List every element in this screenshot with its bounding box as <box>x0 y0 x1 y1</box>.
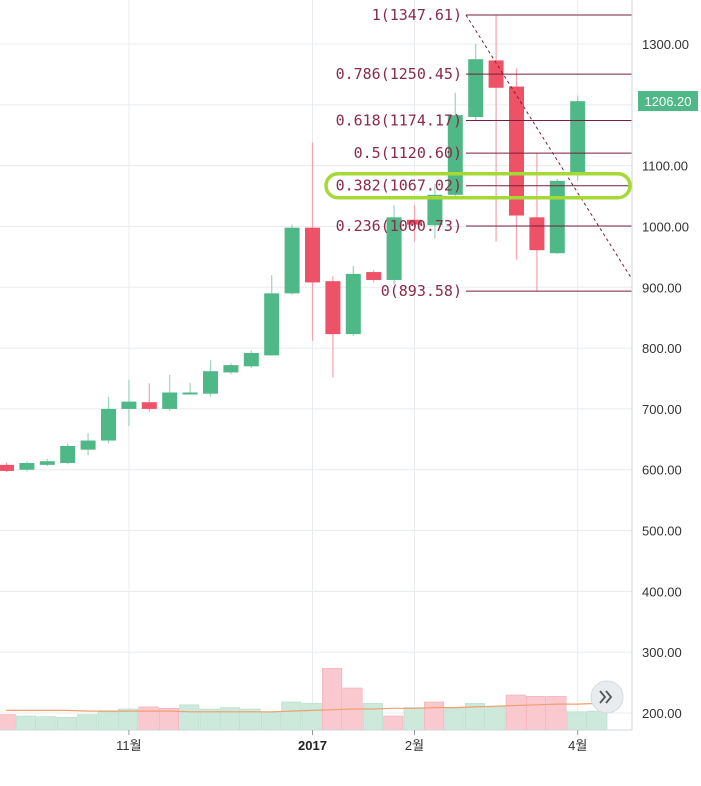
volume-moving-average <box>6 702 598 713</box>
candle-body-up <box>427 194 443 226</box>
x-tick-label: 11월 <box>116 738 141 753</box>
candle-body-down <box>509 86 524 216</box>
volume-bar <box>505 694 526 731</box>
volume-bar <box>260 712 281 731</box>
candle-body-down <box>529 217 545 251</box>
fib-level-label: 0.382(1067.02) <box>336 177 462 195</box>
grid <box>0 0 632 730</box>
candle-body-up <box>345 273 361 335</box>
volume-bar <box>220 707 241 731</box>
candle-body-up <box>80 440 96 450</box>
candle-body-up <box>386 217 402 280</box>
fib-level-label: 0.618(1174.17) <box>336 112 462 130</box>
current-price-label: 1206.20 <box>645 94 692 109</box>
candle-body-down <box>305 227 320 283</box>
highlight-oval <box>324 171 632 200</box>
candle-body-down <box>141 402 157 409</box>
volume-bar <box>179 704 200 731</box>
volume-bar <box>444 707 465 731</box>
fib-level-label: 0.786(1250.45) <box>336 65 462 83</box>
candle-body-up <box>39 461 55 465</box>
candle-body-up <box>549 180 565 254</box>
y-tick-label: 1100.00 <box>642 159 688 174</box>
volume-bar <box>322 668 343 731</box>
volume-bars <box>0 668 608 731</box>
volume-bar <box>36 716 57 731</box>
candle-body-down <box>325 281 341 335</box>
volume-bar <box>118 708 139 731</box>
y-tick-label: 1300.00 <box>642 37 689 52</box>
candle-body-up <box>468 59 484 117</box>
volume-bar <box>138 706 159 731</box>
x-tick-label: 2월 <box>405 738 424 753</box>
y-tick-label: 1000.00 <box>642 219 689 234</box>
x-tick-label: 4월 <box>568 738 587 753</box>
volume-bar <box>0 714 16 731</box>
overlays: 1206.20 <box>324 91 698 714</box>
volume-bar <box>77 714 98 731</box>
candle-body-down <box>407 219 422 225</box>
volume-bar <box>301 703 322 731</box>
candle-body-up <box>121 401 137 409</box>
volume-bar <box>485 706 506 731</box>
current-price-tag <box>638 91 698 112</box>
y-tick-label: 300.00 <box>642 645 682 660</box>
volume-bar <box>403 707 424 731</box>
y-tick-label: 200.00 <box>642 706 682 721</box>
volume-bar <box>566 711 587 731</box>
volume-bar <box>281 701 302 731</box>
candle-body-up <box>60 446 76 464</box>
y-tick-label: 600.00 <box>642 463 682 478</box>
volume-bar <box>424 701 445 731</box>
candle-body-down <box>366 272 382 280</box>
volume-bar <box>56 717 77 731</box>
candle-body-up <box>19 463 35 470</box>
candle-body-up <box>162 392 178 409</box>
y-tick-label: 400.00 <box>642 584 682 599</box>
volume-bar <box>16 715 37 731</box>
candle-body-up <box>101 408 116 441</box>
candle-body-up <box>284 227 300 294</box>
volume-bar <box>97 711 118 731</box>
volume-ma-line <box>6 702 598 713</box>
candle-body-up <box>570 101 586 175</box>
candle-body-up <box>182 392 198 395</box>
y-tick-label: 800.00 <box>642 341 682 356</box>
volume-bar <box>546 696 567 731</box>
volume-bar <box>526 696 547 731</box>
fib-level-label: 1(1347.61) <box>372 6 462 24</box>
y-tick-label: 700.00 <box>642 402 682 417</box>
fib-level-label: 0.5(1120.60) <box>354 144 462 162</box>
candle-body-up <box>243 352 259 367</box>
candle-body-up <box>264 293 280 356</box>
candle-body-up <box>223 365 239 373</box>
candles <box>0 14 586 473</box>
fib-trend-line <box>465 14 633 280</box>
y-tick-label: 500.00 <box>642 524 682 539</box>
candle-body-down <box>0 464 14 471</box>
double-chevron-right-icon <box>599 690 613 704</box>
fib-level-label: 0(893.58) <box>381 282 462 300</box>
x-tick-label: 2017 <box>298 738 327 753</box>
volume-bar <box>587 710 608 731</box>
y-tick-label: 900.00 <box>642 280 682 295</box>
volume-bar <box>362 703 383 731</box>
candle-body-up <box>203 371 218 394</box>
fib-level-label: 0.236(1000.73) <box>336 217 462 235</box>
fibonacci-retracement: 1(1347.61) 0.786(1250.45) 0.618(1174.17) 0.… <box>336 6 633 300</box>
volume-bar <box>383 715 404 731</box>
scroll-to-latest-button[interactable] <box>590 680 624 714</box>
